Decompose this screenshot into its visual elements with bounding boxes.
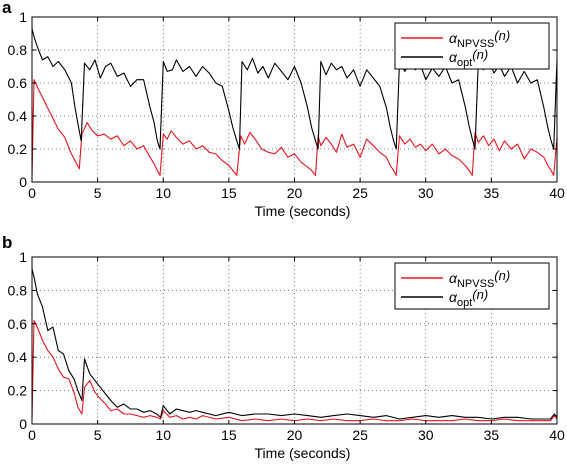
y-tick-label: 1: [19, 249, 27, 265]
series-line-opt: [31, 268, 558, 420]
panel-b: 0 5 10 15 20 25 30 35 40 0 0.2 0.4 0.6 0.8 1 Time (seco…: [2, 233, 565, 461]
legend-argument: (n): [472, 287, 488, 302]
y-tick-label: 0.6: [8, 75, 28, 91]
legend-symbol: α: [449, 289, 458, 305]
x-tick-label: 10: [155, 427, 171, 443]
x-tick-label: 10: [155, 185, 171, 201]
legend-entry: αopt(n): [449, 287, 488, 309]
series-line-npvss: [31, 319, 558, 422]
x-axis-label: Time (seconds): [255, 203, 351, 219]
x-tick-label: 25: [352, 427, 368, 443]
panel-a: 0 5 10 15 20 25 30 35 40 0 0.2 0.4 0.6 0.8 1 Time (seco…: [2, 0, 565, 219]
x-tick-label: 20: [287, 427, 303, 443]
legend-box: [394, 262, 550, 310]
x-tick-label: 30: [418, 427, 434, 443]
x-tick-label: 35: [484, 427, 500, 443]
legend-entry: αNPVSS(n): [449, 268, 510, 290]
legend-argument: (n): [472, 47, 488, 62]
x-tick-label: 35: [484, 185, 500, 201]
legend-symbol: α: [449, 49, 458, 65]
x-tick-label: 40: [549, 185, 565, 201]
x-tick-label: 30: [418, 185, 434, 201]
x-tick-label: 0: [28, 427, 36, 443]
x-tick-label: 5: [94, 185, 102, 201]
y-tick-label: 0.4: [8, 108, 28, 124]
legend-argument: (n): [494, 268, 510, 283]
legend-symbol: α: [449, 30, 458, 46]
y-tick-label: 0.2: [8, 383, 28, 399]
x-tick-label: 5: [94, 427, 102, 443]
legend: αNPVSS(n)αopt(n): [394, 22, 550, 70]
legend-subscript: NPVSS: [457, 278, 494, 290]
y-tick-label: 0.8: [8, 42, 28, 58]
legend-subscript: opt: [457, 57, 472, 69]
x-tick-label: 15: [221, 427, 237, 443]
series-line-npvss: [31, 79, 558, 178]
panel-label: a: [2, 0, 12, 17]
legend: αNPVSS(n)αopt(n): [394, 262, 550, 310]
y-tick-label: 0.4: [8, 349, 28, 365]
x-tick-label: 15: [221, 185, 237, 201]
y-tick-label: 1: [19, 9, 27, 25]
y-tick-label: 0.2: [8, 141, 28, 157]
legend-entry: αopt(n): [449, 47, 488, 69]
y-tick-label: 0.8: [8, 282, 28, 298]
y-tick-label: 0: [19, 174, 27, 190]
panel-label: b: [2, 233, 12, 252]
series-line-opt: [31, 28, 558, 150]
legend-subscript: opt: [457, 297, 472, 309]
y-tick-label: 0: [19, 416, 27, 432]
legend-subscript: NPVSS: [457, 38, 494, 50]
legend-symbol: α: [449, 270, 458, 286]
x-tick-label: 40: [549, 427, 565, 443]
legend-entry: αNPVSS(n): [449, 28, 510, 50]
legend-box: [394, 22, 550, 70]
x-tick-label: 20: [287, 185, 303, 201]
legend-argument: (n): [494, 28, 510, 43]
x-tick-label: 25: [352, 185, 368, 201]
x-axis-label: Time (seconds): [255, 445, 351, 461]
y-tick-label: 0.6: [8, 316, 28, 332]
x-tick-label: 0: [28, 185, 36, 201]
